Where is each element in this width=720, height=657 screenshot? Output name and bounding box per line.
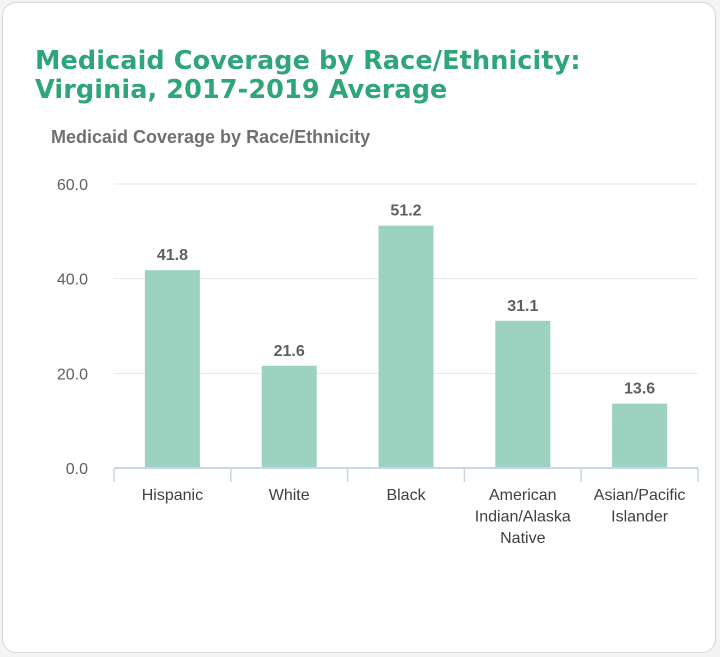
chart-title-line-2: Virginia, 2017-2019 Average [35, 75, 448, 105]
bars [144, 225, 668, 468]
y-axis-ticks: 0.0 20.0 40.0 60.0 [57, 177, 88, 478]
data-label: 51.2 [390, 203, 421, 220]
bar [612, 403, 668, 468]
data-label: 41.8 [157, 247, 188, 264]
bar [495, 320, 551, 468]
x-tick-label: Black [386, 487, 426, 504]
y-tick-label: 20.0 [57, 366, 88, 383]
data-labels: 41.8 21.6 51.2 31.1 13.6 [157, 203, 655, 398]
x-tick-label: American Indian/Alaska Native [475, 487, 571, 547]
data-label: 21.6 [274, 343, 305, 360]
data-label: 13.6 [624, 381, 655, 398]
bar [378, 225, 434, 468]
y-tick-label: 40.0 [57, 272, 88, 289]
x-tick-label: Asian/Pacific Islander [594, 487, 686, 526]
bar [261, 365, 317, 468]
data-label: 31.1 [507, 298, 538, 315]
chart-title: Medicaid Coverage by Race/Ethnicity: Vir… [35, 47, 581, 105]
chart-subtitle: Medicaid Coverage by Race/Ethnicity [51, 127, 370, 147]
x-tick-label: Hispanic [142, 487, 203, 504]
x-tick-label: White [269, 487, 310, 504]
y-tick-label: 60.0 [57, 177, 88, 194]
y-tick-label: 0.0 [66, 461, 88, 478]
bar [144, 270, 200, 468]
x-axis: Hispanic White Black American Indian/Alaska N… [113, 467, 699, 547]
chart-title-line-1: Medicaid Coverage by Race/Ethnicity: [35, 46, 581, 76]
